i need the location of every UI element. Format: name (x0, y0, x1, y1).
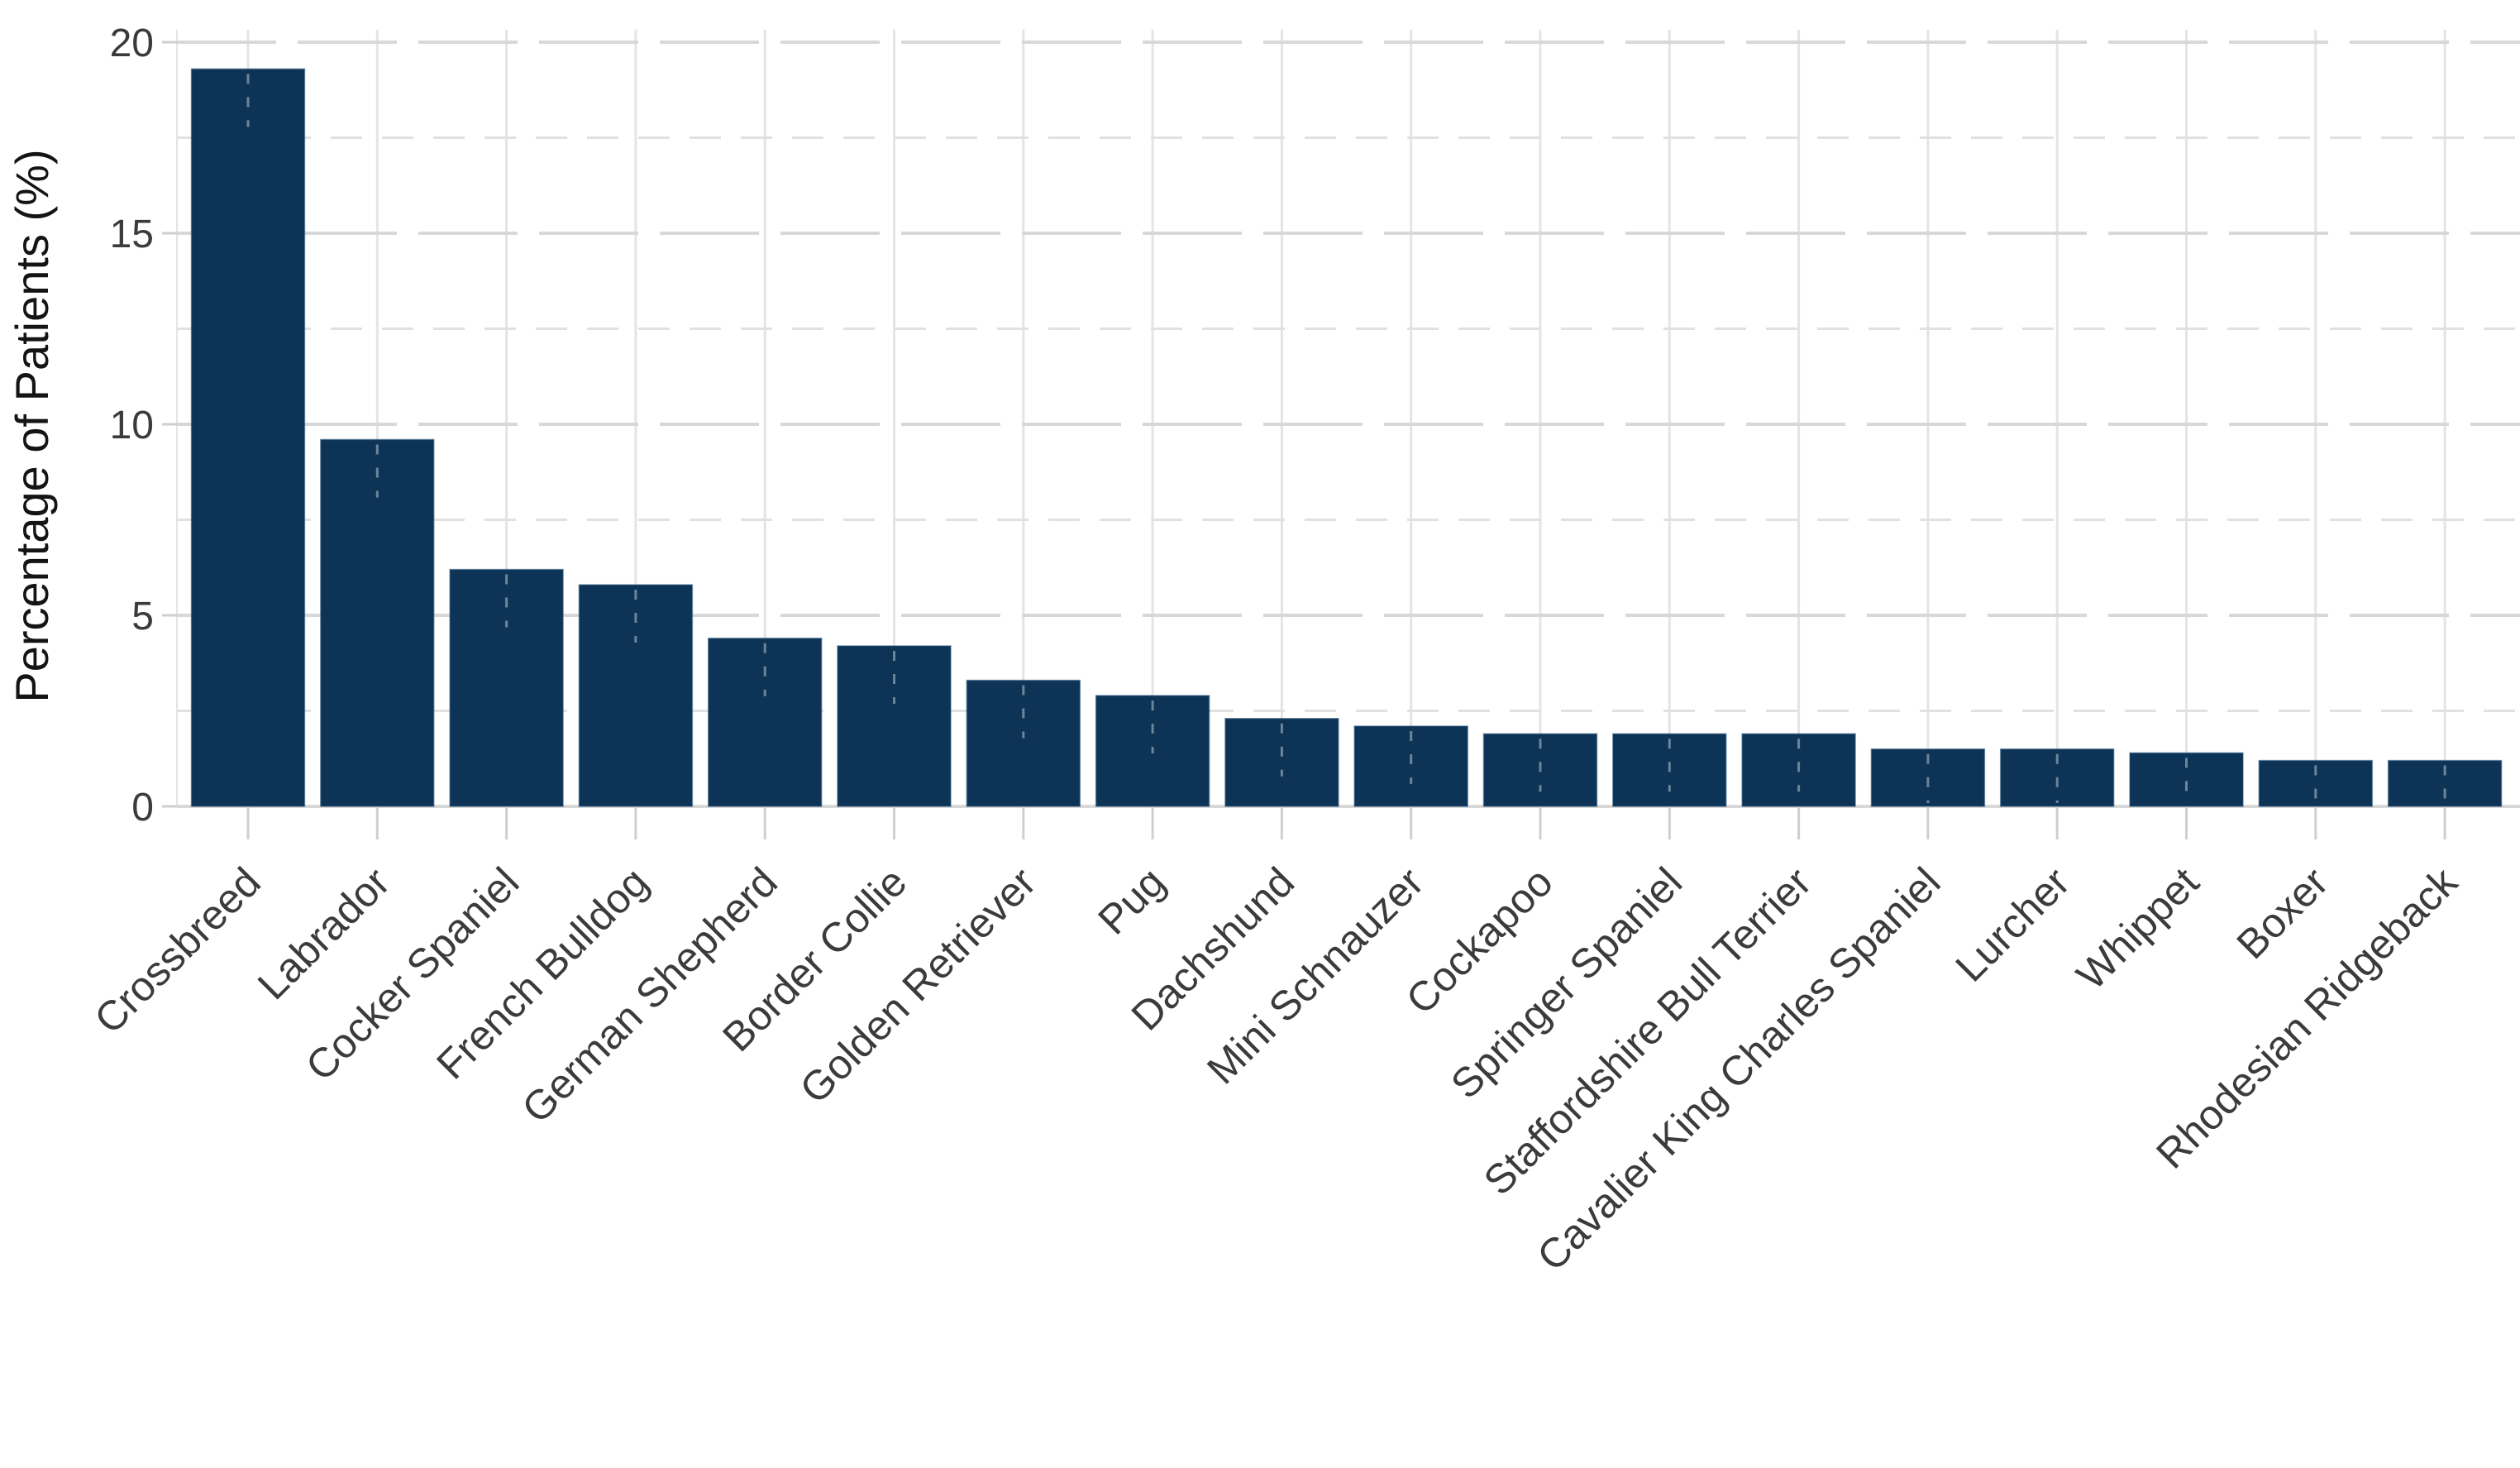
bar (966, 679, 1081, 807)
bar (2258, 759, 2374, 807)
bar (1870, 748, 1986, 807)
y-tick-label: 15 (110, 213, 154, 256)
bar (707, 637, 823, 807)
y-tick-label: 20 (110, 22, 154, 65)
bar (2387, 759, 2503, 807)
bar (1741, 733, 1856, 807)
bar (578, 584, 694, 807)
bar (1095, 695, 1210, 807)
bar (837, 645, 952, 807)
y-axis-tick-labels: 0 5 10 15 20 (110, 22, 154, 830)
vertical-gridlines (176, 30, 2446, 806)
x-axis-ticks (246, 807, 2446, 839)
bar (1482, 733, 1598, 807)
bar (449, 568, 564, 807)
bar-center-dash-overlays (246, 74, 2446, 803)
bars (190, 68, 2503, 807)
bar (1224, 717, 1339, 807)
y-axis-ticks (162, 41, 177, 808)
bar (1612, 733, 1727, 807)
bar (190, 68, 306, 807)
bar (1353, 725, 1468, 807)
bar (320, 438, 435, 807)
bar (1999, 748, 2115, 807)
bar (2129, 752, 2244, 807)
y-tick-label: 5 (131, 595, 154, 638)
y-tick-label: 10 (110, 404, 154, 447)
y-axis-title: Percentage of Patients (%) (6, 149, 58, 702)
y-tick-label: 0 (131, 786, 154, 830)
